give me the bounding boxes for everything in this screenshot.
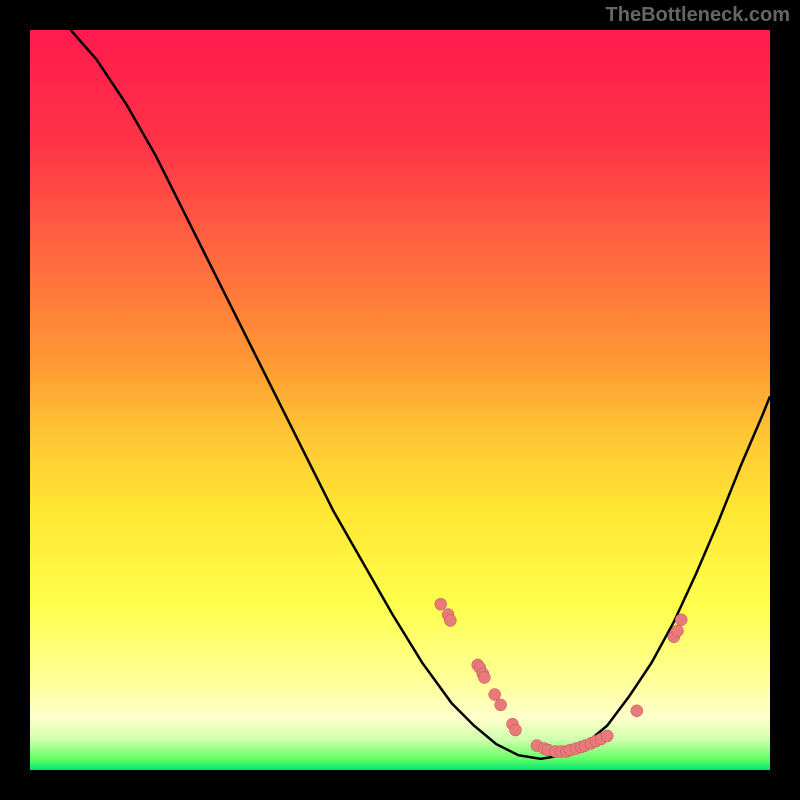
- data-marker: [675, 614, 687, 626]
- data-marker: [478, 672, 490, 684]
- data-marker: [495, 699, 507, 711]
- data-marker: [435, 598, 447, 610]
- data-marker: [601, 730, 613, 742]
- bottleneck-curve: [71, 30, 770, 759]
- data-marker: [509, 724, 521, 736]
- data-marker: [489, 689, 501, 701]
- data-marker: [444, 615, 456, 627]
- data-marker: [672, 625, 684, 637]
- data-markers: [435, 598, 688, 757]
- attribution-text: TheBottleneck.com: [606, 4, 790, 27]
- curve-overlay: [30, 30, 770, 770]
- plot-container: [30, 30, 770, 770]
- data-marker: [631, 705, 643, 717]
